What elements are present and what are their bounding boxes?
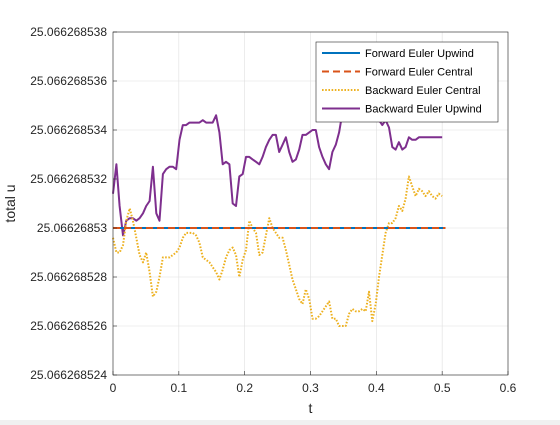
x-tick-label: 0 (110, 381, 117, 395)
x-tick-label: 0.1 (170, 381, 187, 395)
legend-label-2: Backward Euler Central (365, 85, 481, 97)
legend: Forward Euler Upwind Forward Euler Centra… (315, 41, 499, 123)
legend-label-3: Backward Euler Upwind (365, 104, 482, 116)
y-tick-label: 25.066268526 (30, 319, 107, 333)
y-tick-label: 25.066268536 (30, 74, 107, 88)
series-line-3 (112, 99, 443, 237)
x-tick-label: 0.5 (434, 381, 451, 395)
ticks: 0 0.1 0.2 0.3 0.4 0.5 0.6 25.066268524 25.066268… (30, 25, 516, 395)
y-tick-label: 25.066268532 (30, 172, 107, 186)
y-tick-label: 25.066268528 (30, 270, 107, 284)
x-axis-label: t (309, 400, 313, 416)
legend-label-0: Forward Euler Upwind (365, 48, 474, 60)
x-tick-label: 0.4 (368, 381, 385, 395)
x-tick-label: 0.3 (302, 381, 319, 395)
y-tick-label: 25.066268524 (30, 368, 107, 382)
y-tick-label: 25.066268538 (30, 25, 107, 39)
y-axis-label: total u (2, 184, 18, 222)
legend-label-1: Forward Euler Central (365, 67, 473, 79)
series-line-2 (112, 175, 443, 327)
y-tick-label: 25.066268534 (30, 123, 107, 137)
x-tick-label: 0.6 (500, 381, 517, 395)
series-layer (112, 99, 446, 327)
x-tick-label: 0.2 (236, 381, 253, 395)
y-tick-label: 25.06626853 (37, 221, 107, 235)
